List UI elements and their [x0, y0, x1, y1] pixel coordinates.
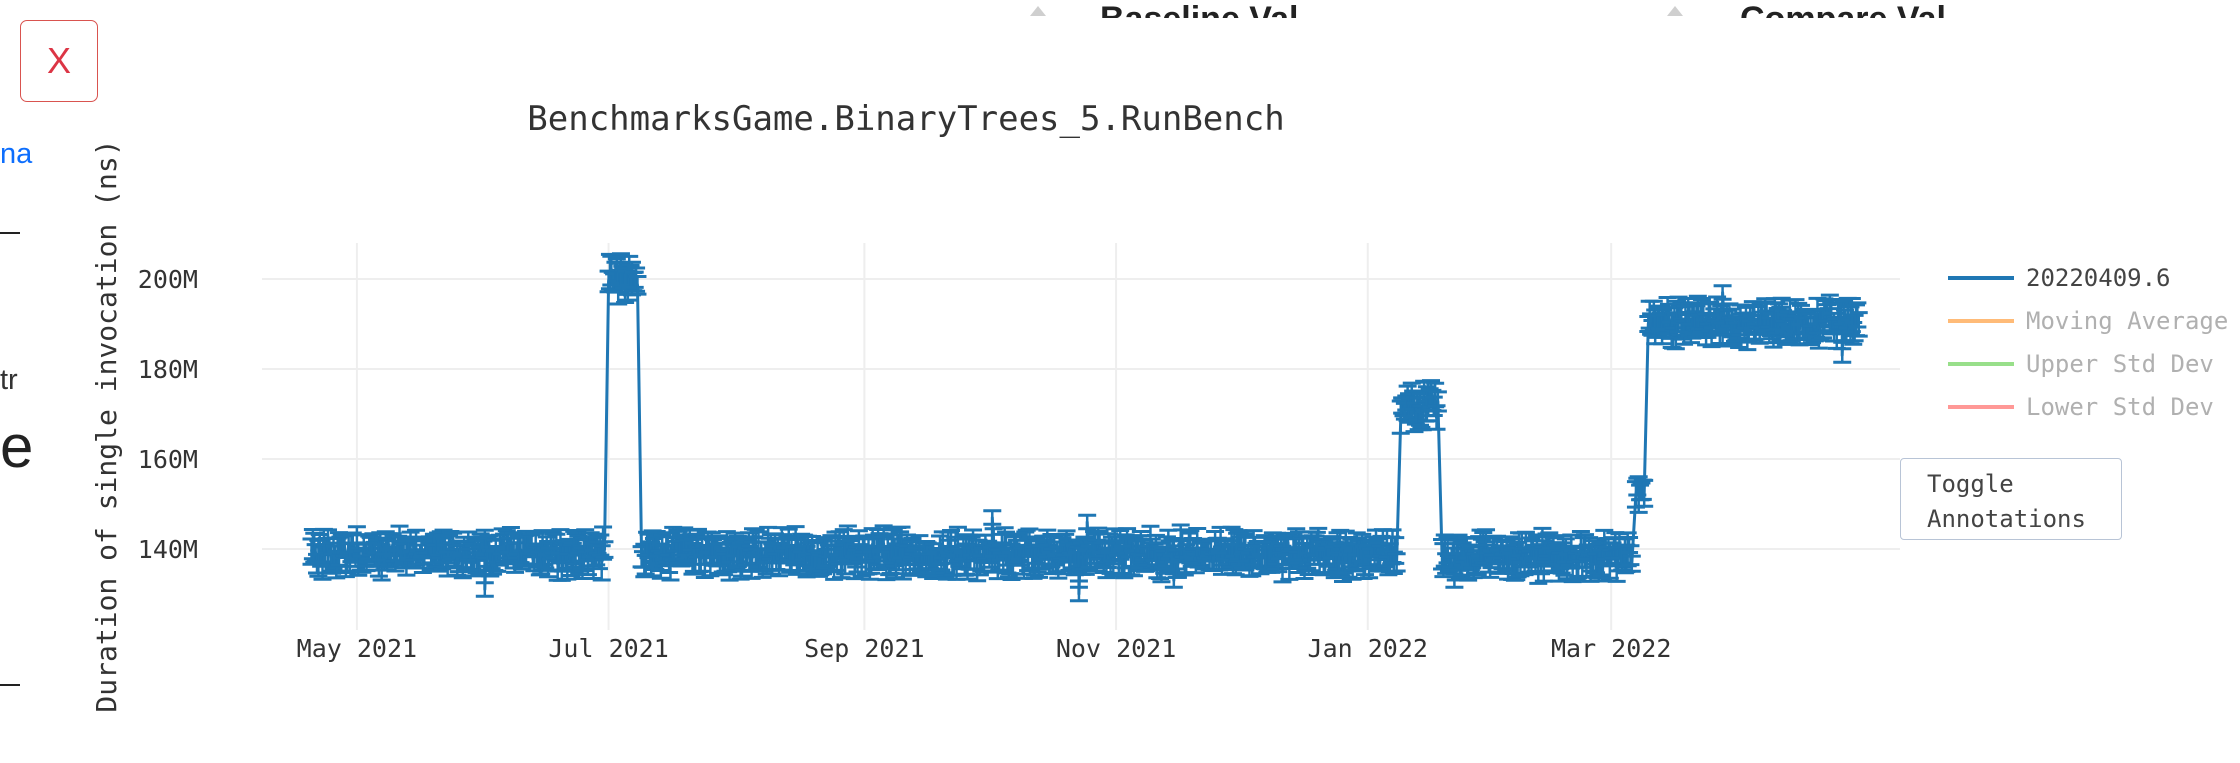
background-text-fragment: tr [0, 364, 18, 396]
data-point [1848, 301, 1867, 329]
data-point [1631, 483, 1650, 502]
legend-item[interactable]: Upper Std Dev [1948, 350, 2214, 378]
chart-title: BenchmarksGame.BinaryTrees_5.RunBench [527, 99, 1284, 139]
legend-label: Upper Std Dev [2026, 350, 2214, 378]
y-tick-label: 180M [138, 355, 198, 384]
x-tick-label: Mar 2022 [1551, 634, 1671, 663]
x-tick-label: Sep 2021 [804, 634, 924, 663]
data-point [1428, 390, 1447, 413]
y-tick-label: 160M [138, 445, 198, 474]
data-point [627, 266, 646, 293]
data-point [1849, 311, 1868, 338]
sort-arrow-icon [1667, 6, 1683, 16]
x-tick-label: Jan 2022 [1308, 634, 1428, 663]
legend-item[interactable]: 20220409.6 [1948, 264, 2171, 292]
background-link-fragment: na [0, 138, 33, 170]
x-tick-label: May 2021 [297, 634, 417, 663]
divider-line [0, 684, 20, 686]
modal-edge [0, 0, 20, 763]
data-point [595, 540, 614, 559]
background-header-fragment: Compare Val [1740, 0, 1946, 18]
data-point [1622, 554, 1641, 573]
y-tick-label: 200M [138, 265, 198, 294]
y-axis-label: Duration of single invocation (ns) [90, 139, 123, 712]
sort-arrow-icon [1030, 6, 1046, 16]
data-point [1386, 536, 1405, 565]
divider-line [0, 232, 20, 234]
legend-label: Lower Std Dev [2026, 393, 2214, 421]
legend: 20220409.6 Moving Average Upper Std Dev Low… [1948, 264, 2228, 421]
data-point [1635, 478, 1654, 508]
background-header-fragment: Baseline Val [1100, 0, 1298, 18]
x-axis-ticks: May 2021 Jul 2021 Sep 2021 Nov 2021 Jan 2022… [297, 634, 1672, 663]
background-heading-fragment: e [0, 413, 34, 480]
x-tick-label: Nov 2021 [1056, 634, 1176, 663]
data-point [1833, 347, 1852, 364]
data-point [1713, 284, 1732, 301]
legend-label: Moving Average [2026, 307, 2228, 335]
toggle-annotations-button[interactable]: Toggle Annotations [1900, 458, 2122, 540]
data-point [628, 274, 647, 296]
data-point [625, 270, 644, 289]
x-tick-label: Jul 2021 [548, 634, 668, 663]
legend-item[interactable]: Moving Average [1948, 307, 2228, 335]
close-button[interactable]: X [20, 20, 98, 102]
data-point [1069, 585, 1088, 603]
data-point [1387, 552, 1406, 573]
legend-label: 20220409.6 [2026, 264, 2171, 292]
legend-item[interactable]: Lower Std Dev [1948, 393, 2214, 421]
y-tick-label: 140M [138, 535, 198, 564]
y-axis-ticks: 140M 160M 180M 200M [138, 265, 198, 564]
series-20220409-6 [302, 252, 1868, 603]
data-point [475, 581, 494, 598]
data-point [592, 544, 611, 582]
data-point [983, 509, 1002, 526]
